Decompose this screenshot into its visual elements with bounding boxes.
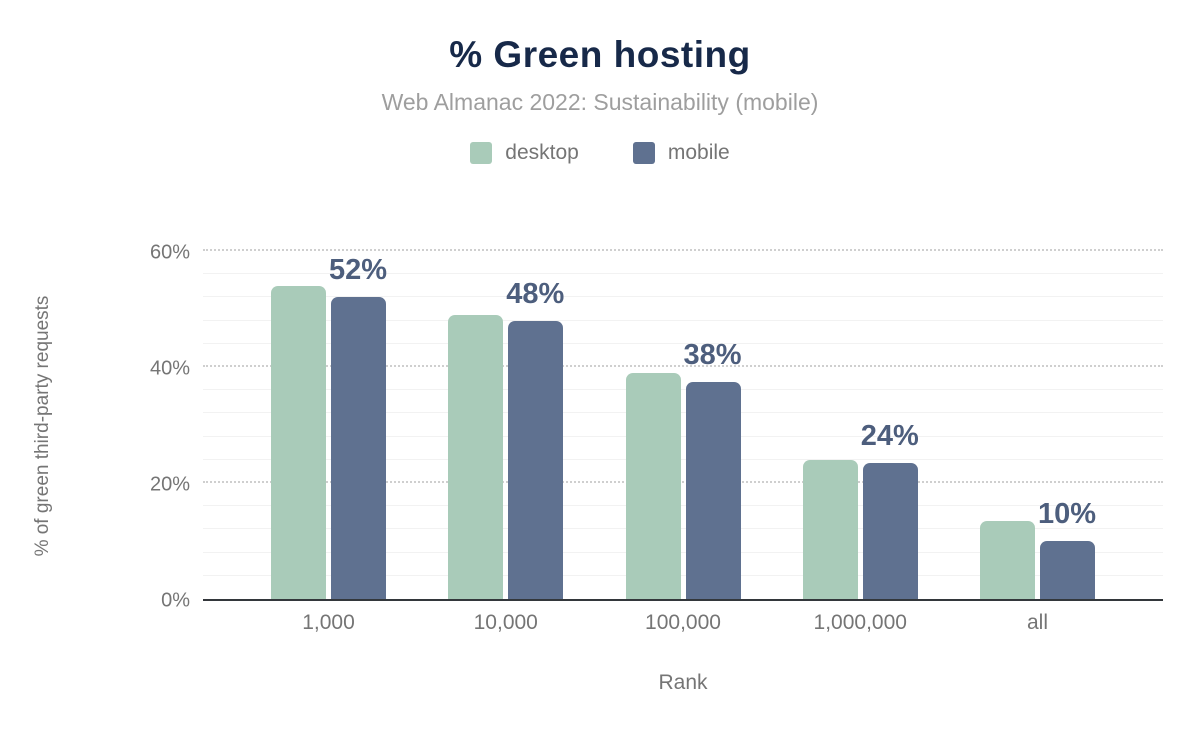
minor-gridline-16	[203, 505, 1163, 507]
x-tick-label-1,000: 1,000	[302, 611, 355, 634]
minor-gridline-12	[203, 528, 1163, 530]
bar-mobile-1,000[interactable]	[331, 297, 386, 599]
legend-item-mobile[interactable]: mobile	[632, 141, 730, 165]
y-tick-label-60: 60%	[149, 241, 190, 264]
bar-value-label-1,000: 52%	[328, 254, 388, 287]
y-tick-label-40: 40%	[149, 357, 190, 380]
x-tick-label-10,000: 10,000	[473, 611, 538, 634]
x-tick-label-all: all	[1026, 611, 1048, 634]
bar-value-label-all: 10%	[1037, 498, 1097, 530]
legend: desktop mobile	[0, 141, 1200, 165]
major-gridline-20	[203, 481, 1163, 483]
minor-gridline-32	[203, 412, 1163, 414]
minor-gridline-44	[203, 342, 1163, 344]
bar-desktop-all[interactable]	[980, 520, 1035, 599]
y-axis-title: % of green third-party requests	[32, 295, 53, 557]
chart-subtitle: Web Almanac 2022: Sustainability (mobile…	[381, 89, 819, 115]
bars-row: 52% 48% 38% 24% 10%	[203, 253, 1163, 599]
x-axis-title: Rank	[658, 671, 708, 694]
bar-value-label-10,000: 48%	[506, 277, 565, 310]
plot-area: % of green third-party requests 0% 20% 40%…	[32, 242, 1163, 612]
bar-group-1,000: 52%	[271, 254, 387, 599]
bar-value-label-1,000,000: 24%	[860, 419, 919, 452]
minor-gridline-8	[203, 551, 1163, 553]
legend-label: mobile	[667, 141, 730, 164]
legend-item-desktop[interactable]: desktop	[470, 141, 579, 165]
minor-gridline-4	[203, 574, 1163, 576]
bar-mobile-100,000[interactable]	[685, 381, 741, 599]
minor-gridline-24	[203, 458, 1163, 460]
minor-gridline-56	[203, 273, 1163, 275]
chart-page: % Green hosting Web Almanac 2022: Sustai…	[0, 34, 1200, 742]
bar-mobile-all[interactable]	[1040, 541, 1095, 599]
minor-gridline-48	[203, 319, 1163, 321]
bar-group-100,000: 38%	[625, 339, 742, 599]
x-tick-label-100,000: 100,000	[645, 611, 721, 634]
bar-group-1,000,000: 24%	[802, 420, 919, 599]
legend-swatch-desktop	[470, 142, 493, 164]
bar-desktop-10,000[interactable]	[448, 314, 504, 599]
bar-mobile-10,000[interactable]	[508, 320, 564, 599]
major-gridline-40	[203, 365, 1163, 367]
legend-swatch-mobile	[632, 142, 655, 164]
bar-group-10,000: 48%	[448, 278, 564, 599]
bar-desktop-100,000[interactable]	[625, 372, 681, 599]
minor-gridline-36	[203, 389, 1163, 391]
minor-gridline-28	[203, 435, 1163, 437]
major-gridline-60	[203, 249, 1163, 251]
legend-label: desktop	[505, 141, 579, 164]
x-ticks: 1,000 10,000 100,000 1,000,000 all	[203, 611, 1163, 635]
y-tick-label-0: 0%	[161, 589, 190, 612]
minor-gridline-52	[203, 296, 1163, 298]
bar-desktop-1,000,000[interactable]	[802, 459, 858, 599]
y-tick-label-20: 20%	[149, 473, 190, 496]
bar-value-label-100,000: 38%	[683, 338, 742, 371]
bar-mobile-1,000,000[interactable]	[862, 462, 918, 599]
chart-title: % Green hosting	[449, 34, 751, 75]
bar-group-all: 10%	[980, 498, 1096, 599]
bar-desktop-1,000[interactable]	[271, 285, 326, 599]
x-tick-label-1,000,000: 1,000,000	[813, 611, 907, 634]
